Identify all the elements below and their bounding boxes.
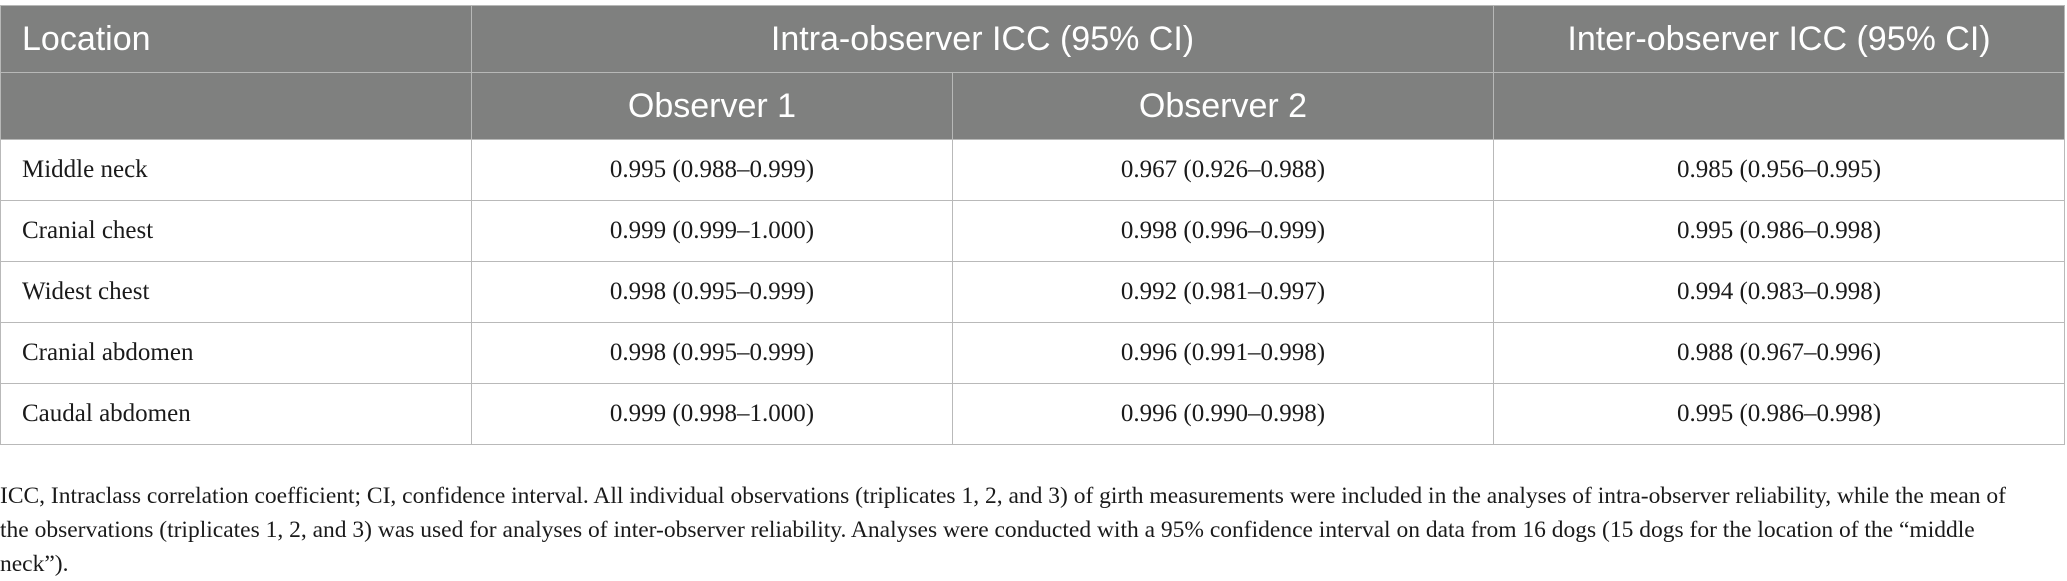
header-row-2: Observer 1 Observer 2 xyxy=(0,72,2066,140)
table-body: Middle neck 0.995 (0.988–0.999) 0.967 (0… xyxy=(0,139,2066,445)
inter-observer-icc-cell: 0.995 (0.986–0.998) xyxy=(1493,200,2066,262)
location-cell: Middle neck xyxy=(0,139,472,201)
observer-2-icc-cell: 0.996 (0.991–0.998) xyxy=(951,322,1495,384)
header-empty-cell xyxy=(1493,72,2066,140)
observer-2-icc-cell: 0.992 (0.981–0.997) xyxy=(951,261,1495,323)
header-intra-observer: Intra-observer ICC (95% CI) xyxy=(470,5,1495,73)
inter-observer-icc-cell: 0.995 (0.986–0.998) xyxy=(1493,383,2066,445)
header-observer-1: Observer 1 xyxy=(471,72,953,140)
location-cell: Cranial chest xyxy=(0,200,472,262)
inter-observer-icc-cell: 0.988 (0.967–0.996) xyxy=(1493,322,2066,384)
header-inter-observer: Inter-observer ICC (95% CI) xyxy=(1493,5,2066,73)
table-row: Cranial abdomen 0.998 (0.995–0.999) 0.99… xyxy=(0,322,2066,384)
table-row: Caudal abdomen 0.999 (0.998–1.000) 0.996… xyxy=(0,383,2066,445)
observer-1-icc-cell: 0.998 (0.995–0.999) xyxy=(471,322,953,384)
location-cell: Caudal abdomen xyxy=(0,383,472,445)
observer-1-icc-cell: 0.995 (0.988–0.999) xyxy=(471,139,953,201)
observer-2-icc-cell: 0.967 (0.926–0.988) xyxy=(951,139,1495,201)
header-row-1: Location Intra-observer ICC (95% CI) Int… xyxy=(0,5,2066,73)
location-cell: Cranial abdomen xyxy=(0,322,472,384)
inter-observer-icc-cell: 0.994 (0.983–0.998) xyxy=(1493,261,2066,323)
table-row: Widest chest 0.998 (0.995–0.999) 0.992 (… xyxy=(0,261,2066,323)
location-cell: Widest chest xyxy=(0,261,472,323)
inter-observer-icc-cell: 0.985 (0.956–0.995) xyxy=(1493,139,2066,201)
table-header: Location Intra-observer ICC (95% CI) Int… xyxy=(0,5,2066,140)
observer-2-icc-cell: 0.996 (0.990–0.998) xyxy=(951,383,1495,445)
header-empty-cell xyxy=(0,72,472,140)
observer-1-icc-cell: 0.999 (0.998–1.000) xyxy=(471,383,953,445)
observer-2-icc-cell: 0.998 (0.996–0.999) xyxy=(951,200,1495,262)
table-row: Middle neck 0.995 (0.988–0.999) 0.967 (0… xyxy=(0,139,2066,201)
icc-table: Location Intra-observer ICC (95% CI) Int… xyxy=(0,5,2066,445)
header-observer-2: Observer 2 xyxy=(951,72,1495,140)
table-footnote: ICC, Intraclass correlation coefficient;… xyxy=(0,482,2006,577)
header-location: Location xyxy=(0,5,472,73)
observer-1-icc-cell: 0.998 (0.995–0.999) xyxy=(471,261,953,323)
observer-1-icc-cell: 0.999 (0.999–1.000) xyxy=(471,200,953,262)
table-row: Cranial chest 0.999 (0.999–1.000) 0.998 … xyxy=(0,200,2066,262)
